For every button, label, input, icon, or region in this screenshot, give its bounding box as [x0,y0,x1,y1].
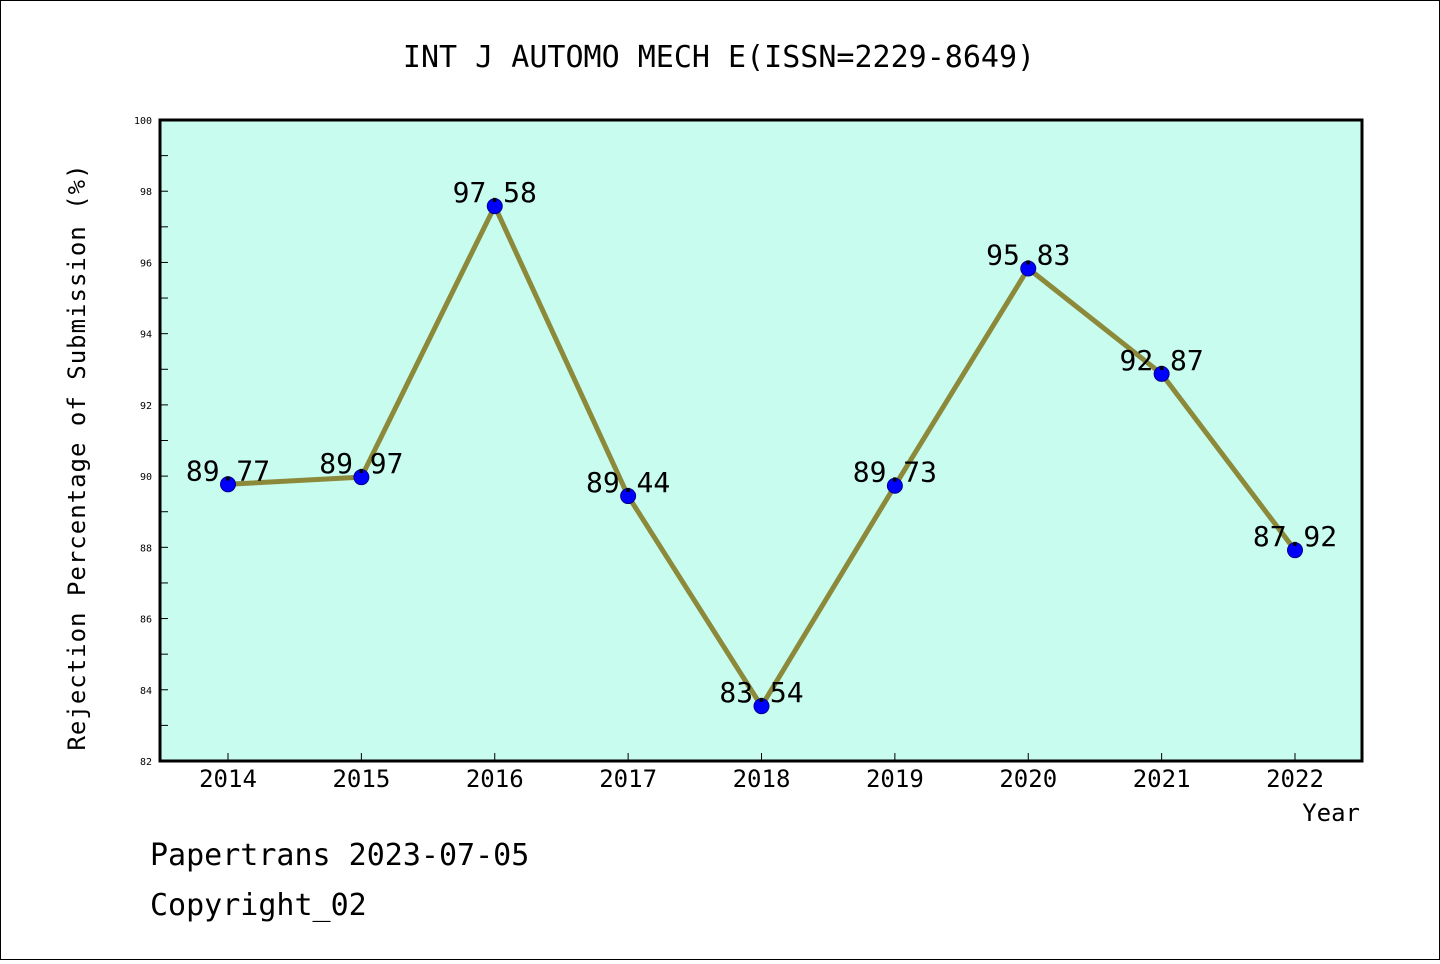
data-label: 89.44 [586,466,670,499]
y-tick-label: 90 [140,472,152,483]
y-tick-label: 98 [140,187,152,198]
y-tick-label: 94 [140,330,152,341]
footer-copyright: Copyright_02 [150,888,367,923]
data-point-marker [1287,542,1303,559]
data-label: 83.54 [719,676,803,709]
x-tick-label: 2018 [733,765,791,793]
data-label: 92.87 [1119,344,1203,377]
data-point-marker [220,476,236,493]
axis-ticks: 82 84 86 88 90 92 94 96 98 100 2014 2015 2016 2017 201… [134,116,1324,793]
x-tick-label: 2020 [999,765,1057,793]
data-label: 87.92 [1253,520,1337,553]
data-point-marker [486,198,503,215]
data-point-marker [353,469,370,486]
y-tick-label: 100 [134,116,152,127]
y-tick-label: 96 [140,258,152,269]
data-label: 89.97 [319,447,403,480]
data-point-marker [1153,365,1170,382]
y-tick-label: 82 [140,757,152,768]
x-tick-label: 2022 [1266,765,1324,793]
y-axis-label: Rejection Percentage of Submission (%) [63,163,91,750]
x-tick-label: 2017 [599,765,657,793]
x-tick-label: 2021 [1133,765,1191,793]
x-tick-label: 2014 [199,765,257,793]
y-tick-label: 92 [140,401,152,412]
data-labels: 89.77 89.97 97.58 89.44 83.54 89.73 95.83 92.87… [186,176,1337,709]
chart-title: INT J AUTOMO MECH E(ISSN=2229-8649) [403,40,1035,75]
data-point-marker [886,477,903,494]
y-tick-label: 88 [140,543,152,554]
plot-area [158,118,1364,763]
y-tick-label: 86 [140,615,152,626]
series-markers [220,198,1303,715]
data-label: 89.77 [186,454,270,487]
x-tick-label: 2016 [466,765,524,793]
y-tick-label: 84 [140,686,152,697]
data-point-marker [620,488,637,505]
data-label: 95.83 [986,238,1070,271]
x-axis-label: Year [1302,799,1360,827]
data-point-marker [1020,260,1037,277]
x-tick-label: 2019 [866,765,924,793]
data-point-marker [753,698,770,715]
x-tick-label: 2015 [332,765,390,793]
data-label: 89.73 [853,456,937,489]
data-label: 97.58 [453,176,537,209]
footer-watermark: Papertrans 2023-07-05 [150,838,529,873]
